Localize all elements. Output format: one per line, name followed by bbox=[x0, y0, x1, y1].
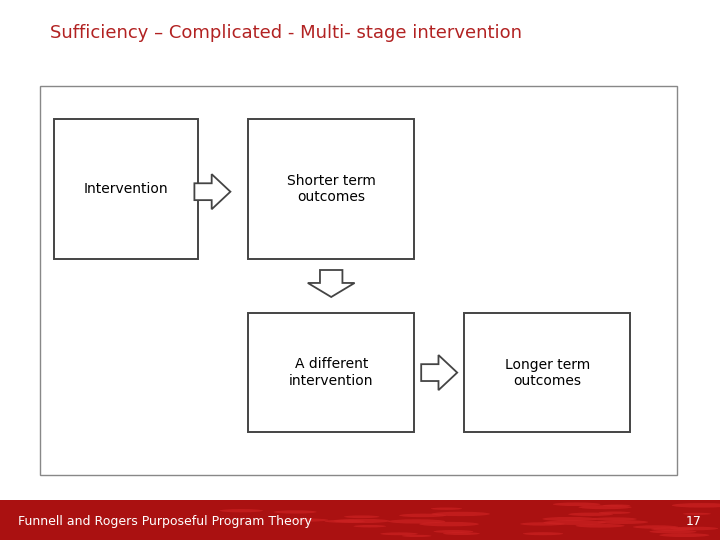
Ellipse shape bbox=[599, 511, 631, 514]
Polygon shape bbox=[308, 270, 355, 297]
Text: Funnell and Rogers Purposeful Program Theory: Funnell and Rogers Purposeful Program Th… bbox=[18, 515, 312, 528]
Ellipse shape bbox=[388, 519, 445, 524]
Ellipse shape bbox=[431, 508, 462, 510]
Ellipse shape bbox=[325, 520, 365, 523]
Ellipse shape bbox=[354, 525, 386, 528]
Ellipse shape bbox=[553, 503, 600, 506]
Text: Intervention: Intervention bbox=[84, 182, 168, 196]
Ellipse shape bbox=[633, 525, 678, 529]
Ellipse shape bbox=[334, 519, 390, 523]
Text: Longer term
outcomes: Longer term outcomes bbox=[505, 357, 590, 388]
Bar bbox=[248, 313, 414, 432]
Bar bbox=[54, 119, 198, 259]
Ellipse shape bbox=[578, 505, 631, 509]
Ellipse shape bbox=[433, 530, 473, 533]
Ellipse shape bbox=[344, 515, 379, 518]
Ellipse shape bbox=[274, 510, 317, 514]
Polygon shape bbox=[194, 174, 230, 209]
Ellipse shape bbox=[402, 535, 431, 537]
Ellipse shape bbox=[593, 517, 636, 521]
Ellipse shape bbox=[660, 534, 709, 537]
Ellipse shape bbox=[399, 514, 446, 517]
Ellipse shape bbox=[568, 512, 613, 516]
Polygon shape bbox=[421, 355, 457, 390]
Ellipse shape bbox=[220, 509, 263, 512]
Ellipse shape bbox=[520, 522, 564, 525]
Ellipse shape bbox=[603, 504, 630, 507]
Ellipse shape bbox=[380, 532, 418, 535]
Ellipse shape bbox=[670, 526, 718, 530]
Ellipse shape bbox=[649, 530, 696, 534]
Ellipse shape bbox=[419, 522, 479, 526]
Ellipse shape bbox=[651, 528, 696, 531]
Text: A different
intervention: A different intervention bbox=[289, 357, 374, 388]
Text: Sufficiency – Complicated - Multi- stage intervention: Sufficiency – Complicated - Multi- stage… bbox=[50, 24, 523, 42]
Ellipse shape bbox=[683, 513, 711, 515]
Ellipse shape bbox=[672, 503, 720, 508]
Ellipse shape bbox=[443, 532, 480, 535]
Ellipse shape bbox=[431, 512, 490, 516]
Ellipse shape bbox=[544, 520, 606, 525]
Bar bbox=[464, 313, 630, 432]
Text: Shorter term
outcomes: Shorter term outcomes bbox=[287, 174, 376, 204]
Bar bbox=[40, 86, 677, 475]
Ellipse shape bbox=[575, 524, 624, 528]
Bar bbox=[248, 119, 414, 259]
Ellipse shape bbox=[542, 517, 596, 521]
Text: 17: 17 bbox=[686, 515, 702, 528]
Ellipse shape bbox=[287, 518, 328, 522]
Ellipse shape bbox=[523, 532, 563, 535]
Ellipse shape bbox=[598, 520, 648, 524]
